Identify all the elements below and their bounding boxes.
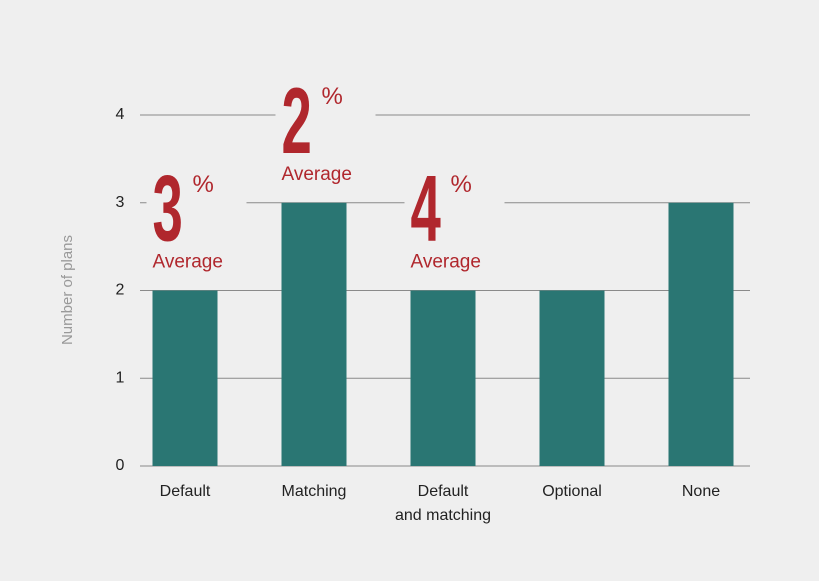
bar xyxy=(281,202,347,466)
bar xyxy=(668,202,734,466)
bar xyxy=(152,290,218,466)
annotation-number: 3 xyxy=(153,156,183,261)
y-tick-label: 3 xyxy=(116,194,125,211)
annotation-label: Average xyxy=(411,252,481,273)
annotation-background xyxy=(146,165,247,278)
x-tick-label: Matching xyxy=(282,483,347,500)
annotation-background xyxy=(275,77,376,190)
x-tick-label: Optional xyxy=(542,483,602,500)
y-axis-label: Number of plans xyxy=(59,235,76,345)
annotation-unit: % xyxy=(322,83,343,110)
y-tick-label: 2 xyxy=(116,282,125,299)
bar xyxy=(539,290,605,466)
x-tick-label: Default xyxy=(160,483,211,500)
y-tick-label: 1 xyxy=(116,369,125,386)
annotation-label: Average xyxy=(153,252,223,273)
annotation-background xyxy=(404,165,505,278)
annotation-label: Average xyxy=(282,164,352,185)
bar xyxy=(410,290,476,466)
x-tick-label: None xyxy=(682,483,720,500)
annotation-unit: % xyxy=(193,171,214,198)
y-tick-label: 4 xyxy=(116,106,125,123)
x-tick-label: Default and matching xyxy=(395,483,491,524)
annotation-number: 2 xyxy=(282,68,312,173)
y-tick-label: 0 xyxy=(116,457,125,474)
annotation-unit: % xyxy=(451,171,472,198)
annotation-number: 4 xyxy=(411,156,442,261)
